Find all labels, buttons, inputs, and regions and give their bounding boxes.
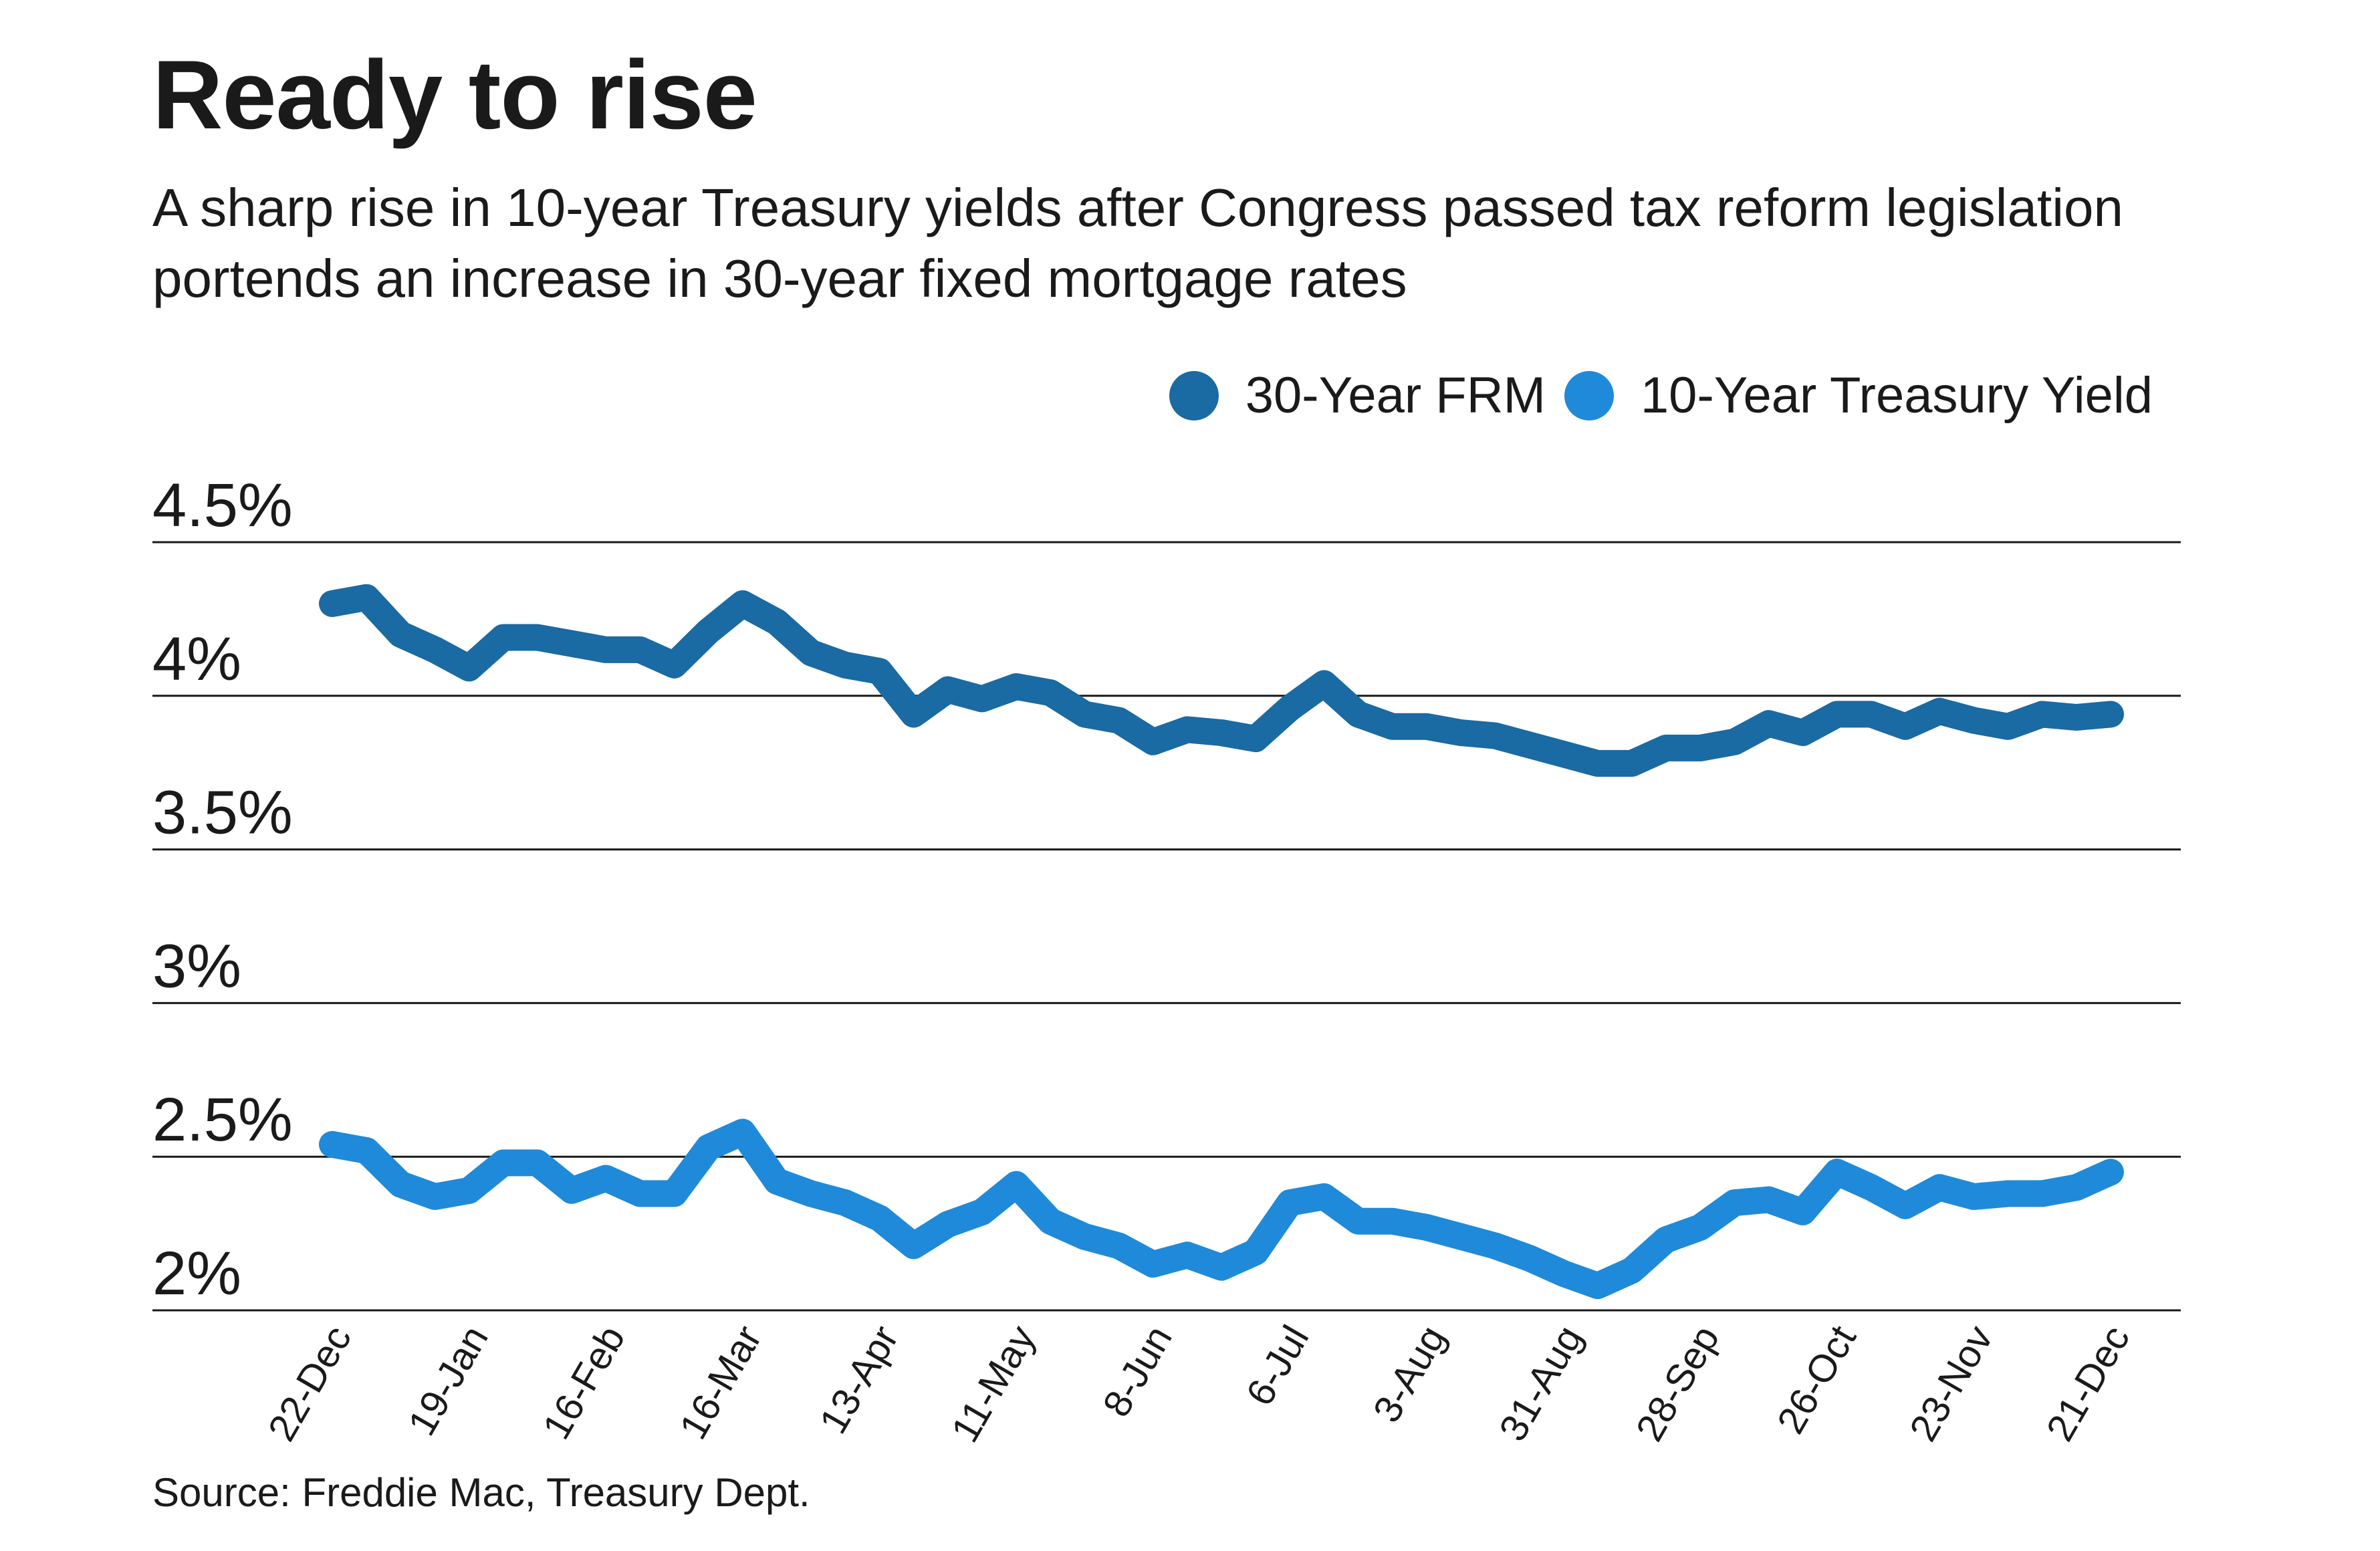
legend-label-treasury: 10-Year Treasury Yield — [1640, 367, 2153, 424]
series-line-frm — [319, 584, 2124, 777]
x-tick-label-9: 31-Aug — [1491, 1318, 1591, 1448]
x-tick-label-8: 3-Aug — [1364, 1318, 1454, 1430]
y-tick-label-2: 3% — [152, 932, 241, 1000]
legend-item-treasury: 10-Year Treasury Yield — [1564, 366, 2153, 425]
x-tick-label-6: 8-Jun — [1094, 1318, 1181, 1424]
x-tick-label-13: 21-Dec — [2038, 1318, 2138, 1448]
x-tick-label-0: 22-Dec — [259, 1318, 360, 1448]
x-tick-label-7: 6-Jul — [1237, 1318, 1317, 1413]
x-tick-label-10: 28-Sep — [1628, 1318, 1728, 1448]
chart-title: Ready to rise — [152, 40, 757, 149]
x-tick-label-5: 11-May — [943, 1318, 1044, 1449]
y-tick-label-5: 4.5% — [152, 471, 293, 540]
chart-legend: 30-Year FRM 10-Year Treasury Yield — [1151, 366, 2153, 425]
y-tick-label-0: 2% — [152, 1239, 241, 1308]
x-tick-label-2: 16-Feb — [534, 1318, 633, 1447]
legend-item-frm: 30-Year FRM — [1169, 366, 1546, 425]
legend-swatch-treasury — [1564, 370, 1614, 421]
y-tick-label-1: 2.5% — [152, 1086, 293, 1154]
legend-swatch-frm — [1169, 370, 1219, 421]
series-line-treasury — [319, 1118, 2124, 1300]
source-note: Source: Freddie Mac, Treasury Dept. — [152, 1470, 810, 1515]
x-tick-label-12: 23-Nov — [1901, 1318, 2002, 1448]
legend-label-frm: 30-Year FRM — [1245, 367, 1546, 424]
x-tick-label-11: 26-Oct — [1769, 1318, 1865, 1441]
y-tick-label-4: 4% — [152, 625, 241, 693]
y-tick-label-3: 3.5% — [152, 779, 293, 847]
x-tick-label-3: 16-Mar — [671, 1318, 770, 1447]
x-tick-label-4: 13-Apr — [811, 1318, 907, 1441]
x-tick-label-1: 19-Jan — [400, 1318, 497, 1443]
chart-subtitle: A sharp rise in 10-year Treasury yields … — [152, 178, 2124, 308]
